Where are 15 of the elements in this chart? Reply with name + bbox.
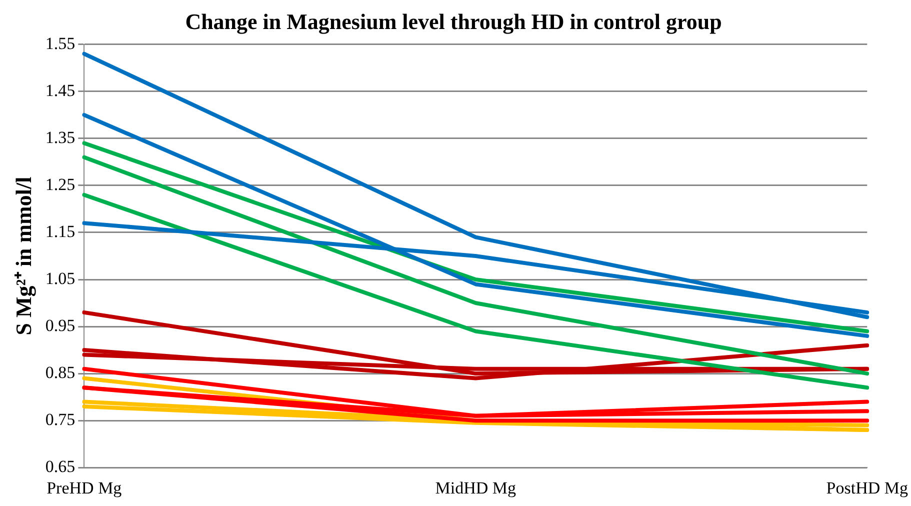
y-tick-label: 1.45 [45,80,76,100]
y-tick-label: 1.15 [45,222,76,241]
y-tick-label: 1.55 [45,34,76,53]
y-tick-label: 0.85 [45,363,76,382]
y-tick-label: 1.25 [45,174,76,194]
chart-title: Change in Magnesium level through HD in control group [185,8,722,34]
y-tick-label: 0.75 [45,410,76,430]
x-tick-label: MidHD Mg [435,478,517,498]
y-axis-title: S Mg²⁺ in mmol/l [10,176,36,336]
y-tick-label: 0.95 [45,316,76,335]
x-tick-label: PostHD Mg [826,478,908,498]
y-tick-label: 1.05 [45,268,76,288]
x-tick-label: PreHD Mg [46,478,122,498]
y-tick-label: 0.65 [45,457,76,476]
y-tick-label: 1.35 [45,128,76,147]
